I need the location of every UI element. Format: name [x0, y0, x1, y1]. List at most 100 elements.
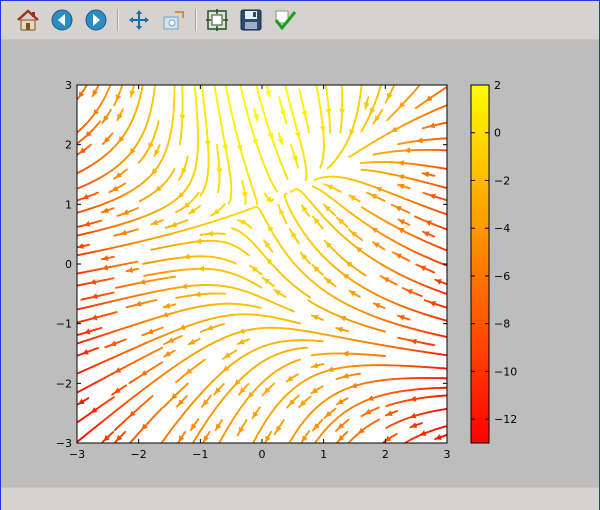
edit-parameters-button[interactable] — [272, 7, 298, 33]
stream-arrow — [355, 246, 363, 253]
stream-arrow — [350, 382, 358, 389]
streamline-segment — [128, 381, 132, 385]
streamline-segment — [77, 371, 80, 375]
stream-arrow — [178, 324, 186, 331]
stream-arrow — [294, 131, 301, 139]
streamline-segment — [77, 390, 80, 394]
pan-icon — [129, 10, 149, 30]
stream-arrow — [358, 427, 365, 434]
streamline-segment — [192, 440, 195, 443]
stream-arrow — [93, 109, 100, 116]
stream-arrow — [115, 172, 122, 178]
stream-arrow — [206, 324, 214, 331]
stream-arrow — [364, 408, 372, 415]
stream-arrow — [167, 337, 175, 343]
streamline-segment — [275, 189, 278, 193]
stream-arrow — [90, 314, 98, 321]
streamline-segment — [113, 428, 117, 432]
streamlines — [77, 85, 447, 443]
stream-arrow — [349, 129, 355, 136]
streamline-segment — [161, 440, 164, 443]
forward-icon — [85, 9, 107, 31]
streamline-segment — [385, 426, 389, 429]
stream-arrow — [371, 227, 379, 234]
stream-arrow — [342, 273, 350, 280]
streamline-segment — [199, 193, 203, 197]
stream-arrow — [91, 293, 98, 300]
navigation-toolbar — [1, 1, 599, 40]
stream-arrow — [135, 300, 142, 307]
stream-arrow — [213, 208, 220, 215]
stream-arrow — [238, 328, 245, 334]
stream-arrow — [222, 144, 229, 151]
home-button[interactable] — [15, 7, 41, 33]
stream-arrow — [222, 365, 230, 372]
stream-arrow — [204, 140, 211, 147]
save-button[interactable] — [238, 7, 264, 33]
back-button[interactable] — [49, 7, 75, 33]
zoom-button[interactable] — [160, 7, 186, 33]
stream-arrow — [129, 147, 136, 155]
stream-arrow — [350, 231, 358, 238]
streamline-segment — [288, 440, 292, 443]
subplots-button[interactable] — [204, 7, 230, 33]
stream-arrow — [129, 410, 136, 417]
stream-arrow — [198, 265, 204, 272]
streamline-segment — [252, 440, 256, 443]
streamline-segment — [289, 190, 293, 193]
streamline-segment — [348, 440, 352, 443]
streamline-segment — [348, 155, 351, 159]
pan-button[interactable] — [126, 7, 152, 33]
streamline-segment — [347, 228, 351, 232]
stream-arrow — [375, 186, 382, 193]
stream-arrow — [266, 258, 273, 265]
stream-arrow — [234, 379, 241, 386]
stream-arrow — [398, 174, 405, 180]
streamline-segment — [360, 206, 364, 209]
streamline-segment — [319, 165, 322, 169]
streamline-segment — [77, 439, 80, 443]
stream-arrow — [319, 126, 326, 133]
toolbar-separator — [117, 9, 119, 31]
streamline-segment — [163, 342, 167, 346]
back-icon — [51, 9, 73, 31]
stream-arrow — [290, 231, 297, 238]
toolbar-separator — [195, 9, 197, 31]
streamline-segment — [113, 176, 116, 180]
stream-arrow — [236, 145, 243, 152]
streamline-segment — [77, 186, 80, 190]
stream-arrow — [410, 395, 417, 402]
stream-arrow — [279, 110, 286, 117]
stream-arrow — [114, 367, 122, 373]
save-icon — [240, 9, 262, 31]
streamline-segment — [174, 210, 178, 214]
subplots-icon — [206, 9, 228, 31]
streamline-segment — [326, 166, 330, 170]
stream-arrow — [151, 168, 158, 175]
stream-arrow — [141, 423, 148, 430]
stream-arrow — [138, 279, 146, 285]
figure-canvas[interactable]: −3 −2 −1 0 1 2 3 −3 −2 −1 0 1 2 3 2 0 −2 −4 −6 −8 −10 −12 — [1, 40, 599, 487]
stream-arrow — [140, 370, 148, 376]
stream-arrow — [183, 202, 190, 209]
stream-arrow — [252, 138, 258, 146]
streamline-segment — [209, 214, 213, 217]
streamline-segment — [227, 201, 231, 205]
stream-arrow — [177, 191, 185, 199]
zoom-icon — [163, 11, 184, 30]
stream-arrow — [409, 412, 417, 419]
forward-button[interactable] — [83, 7, 109, 33]
streamline-segment — [77, 171, 80, 174]
stream-arrow — [391, 126, 398, 132]
stream-arrow — [183, 253, 190, 260]
stream-arrow — [397, 228, 405, 234]
check-icon — [274, 10, 297, 31]
stream-arrow — [247, 391, 255, 399]
stream-arrow — [367, 395, 374, 401]
stream-arrow — [327, 366, 334, 373]
streamline-segment — [288, 228, 292, 232]
stream-arrow — [118, 136, 125, 143]
stream-arrow — [268, 224, 274, 232]
